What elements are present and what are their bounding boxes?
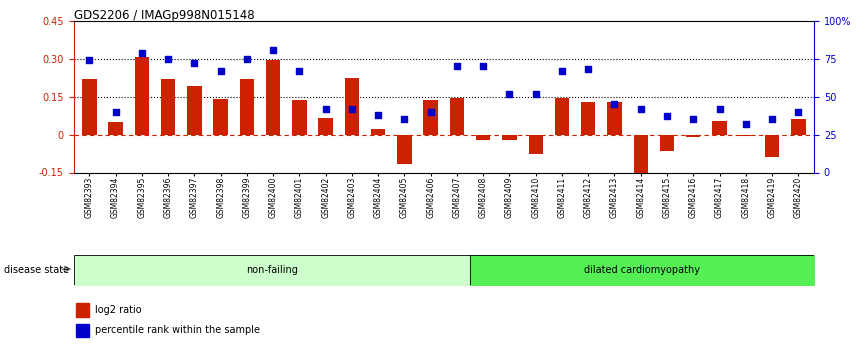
Point: [529, 91, 543, 96]
Text: log2 ratio: log2 ratio: [95, 305, 142, 315]
Point: [345, 106, 359, 111]
Bar: [791, 119, 805, 135]
Text: disease state: disease state: [4, 265, 69, 275]
Bar: [739, 135, 753, 136]
Point: [502, 91, 516, 96]
Bar: [660, 135, 675, 151]
Point: [423, 109, 437, 115]
Point: [713, 106, 727, 111]
Point: [792, 109, 805, 115]
Point: [608, 101, 622, 107]
Point: [109, 109, 123, 115]
Point: [372, 112, 385, 118]
Point: [82, 57, 96, 63]
Bar: [607, 102, 622, 135]
Bar: [686, 135, 701, 137]
Point: [240, 56, 254, 61]
Point: [266, 47, 280, 52]
Bar: [82, 79, 97, 135]
Bar: [765, 135, 779, 157]
Point: [555, 68, 569, 73]
Bar: [397, 135, 411, 164]
Bar: [266, 60, 281, 135]
Bar: [345, 78, 359, 135]
Bar: [634, 135, 648, 175]
Point: [214, 68, 228, 73]
Bar: [213, 99, 228, 135]
Text: non-failing: non-failing: [246, 265, 298, 275]
Point: [581, 67, 595, 72]
Bar: [581, 102, 596, 135]
Text: dilated cardiomyopathy: dilated cardiomyopathy: [585, 265, 700, 275]
Bar: [292, 100, 307, 135]
Point: [135, 50, 149, 55]
Point: [687, 117, 701, 122]
Point: [476, 63, 490, 69]
Bar: [555, 98, 569, 135]
Text: GDS2206 / IMAGp998N015148: GDS2206 / IMAGp998N015148: [74, 9, 255, 22]
Bar: [76, 304, 88, 317]
Bar: [423, 100, 438, 135]
Bar: [476, 135, 490, 140]
Bar: [449, 98, 464, 135]
Point: [161, 56, 175, 61]
Bar: [134, 57, 149, 135]
Bar: [319, 118, 333, 135]
Point: [319, 106, 333, 111]
Point: [660, 114, 674, 119]
Bar: [76, 324, 88, 337]
Point: [293, 68, 307, 73]
Point: [765, 117, 779, 122]
Bar: [713, 121, 727, 135]
Text: percentile rank within the sample: percentile rank within the sample: [95, 325, 261, 335]
Point: [187, 60, 201, 66]
Bar: [240, 79, 254, 135]
Bar: [161, 79, 175, 135]
Point: [739, 121, 753, 127]
Bar: [528, 135, 543, 154]
Point: [634, 106, 648, 111]
Point: [397, 117, 411, 122]
Bar: [502, 135, 517, 140]
Bar: [108, 122, 123, 135]
Bar: [187, 87, 202, 135]
Bar: [371, 129, 385, 135]
Point: [450, 63, 464, 69]
